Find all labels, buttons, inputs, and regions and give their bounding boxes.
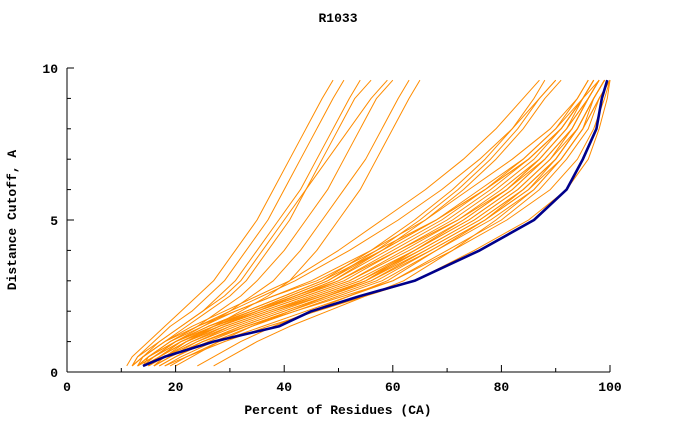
x-tick-label: 0: [63, 380, 71, 395]
ensemble-curve: [153, 80, 611, 367]
ensemble-curve: [164, 79, 611, 367]
y-axis-label: Distance Cutoff, A: [5, 150, 20, 291]
ensemble-curve: [131, 79, 388, 367]
x-tick-label: 80: [494, 380, 510, 395]
y-tick-label: 0: [50, 366, 58, 381]
ensemble-curve: [213, 79, 611, 367]
ensemble-curve: [126, 79, 334, 367]
x-tick-label: 40: [276, 380, 292, 395]
ensemble-curve: [169, 79, 611, 367]
tick-marks: 0 20 40 60 80 100 0 5 10: [42, 62, 622, 395]
ensemble-curve: [142, 79, 394, 367]
ensemble-curve: [137, 79, 557, 367]
ensemble-curve: [131, 79, 372, 367]
ensemble-curve: [137, 79, 410, 367]
ensemble-curve: [131, 79, 345, 367]
y-tick-label: 5: [50, 214, 58, 229]
x-axis-label: Percent of Residues (CA): [244, 403, 431, 418]
chart-title: R1033: [318, 11, 357, 26]
x-tick-label: 100: [598, 380, 622, 395]
y-tick-label: 10: [42, 62, 58, 77]
x-tick-label: 20: [168, 380, 184, 395]
ensemble-curve: [148, 79, 421, 367]
series-lines: [126, 79, 611, 368]
x-tick-label: 60: [385, 380, 401, 395]
ensemble-curve: [197, 79, 605, 367]
highlight-curve: [142, 79, 609, 368]
ensemble-curve: [164, 80, 611, 367]
ensemble-curve: [131, 79, 540, 367]
